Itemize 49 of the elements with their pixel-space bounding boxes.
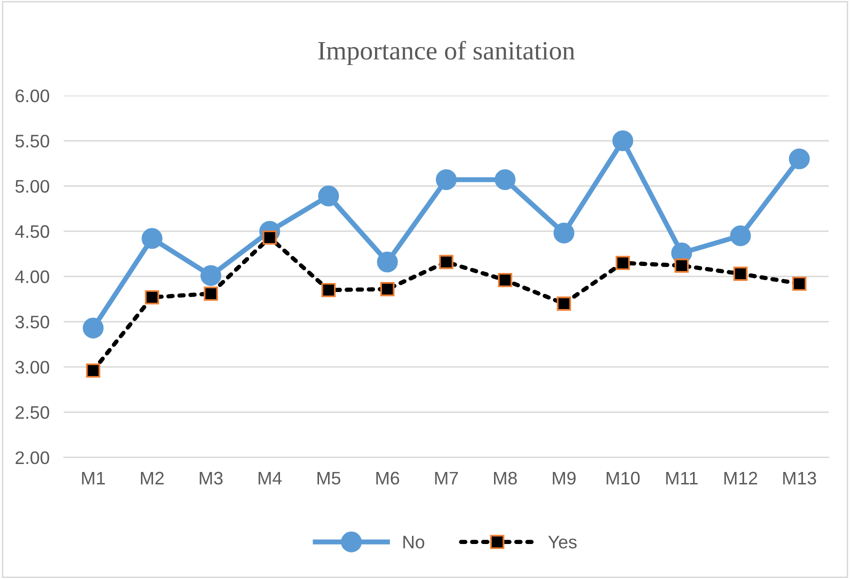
y-tick-label: 3.00: [15, 360, 50, 374]
x-tick-label: M6: [376, 472, 400, 485]
point: [321, 282, 336, 298]
point: [612, 130, 634, 152]
point: [792, 276, 806, 291]
y-tick-label: 5.50: [15, 134, 50, 148]
y-tick-label: 4.00: [15, 270, 50, 284]
y-tick-label: 4.50: [15, 225, 50, 238]
point: [318, 186, 339, 206]
point: [380, 282, 394, 296]
point: [730, 225, 751, 246]
point: [200, 265, 222, 286]
chart-title: Importance of sanitation: [318, 40, 575, 66]
y-tick-label: 3.50: [15, 316, 50, 328]
point: [376, 252, 398, 272]
point: [494, 169, 516, 190]
point: [733, 266, 748, 281]
point: [439, 254, 454, 270]
point: [556, 296, 572, 311]
point: [144, 290, 160, 304]
x-tick-label: M2: [140, 472, 164, 484]
x-tick-label: M3: [200, 472, 223, 485]
point: [142, 228, 162, 249]
x-tick-label: M1: [82, 472, 105, 484]
y-tick-label: 2.50: [16, 406, 50, 419]
x-tick-label: M7: [435, 472, 458, 484]
y-tick-label: 2.00: [16, 451, 50, 464]
point: [82, 318, 104, 338]
x-tick-label: M11: [666, 472, 698, 484]
legend-label: No: [403, 536, 424, 548]
point: [204, 286, 218, 301]
x-tick-label: M10: [606, 472, 640, 485]
x-tick-label: M12: [724, 472, 758, 484]
y-tick-label: 5.00: [15, 180, 50, 193]
x-tick-label: M8: [494, 472, 517, 485]
x-tick-label: M13: [783, 472, 816, 485]
point: [86, 363, 100, 378]
point: [262, 230, 277, 245]
point: [674, 258, 689, 273]
x-tick-label: M9: [552, 472, 576, 485]
y-tick-label: 6.00: [16, 89, 50, 102]
x-tick-label: M5: [318, 472, 340, 485]
point: [436, 169, 457, 190]
legend-label: Yes: [548, 536, 577, 548]
point: [616, 256, 630, 270]
point: [788, 148, 810, 170]
point: [554, 222, 574, 244]
point: [498, 273, 512, 288]
x-tick-label: M4: [258, 472, 282, 484]
